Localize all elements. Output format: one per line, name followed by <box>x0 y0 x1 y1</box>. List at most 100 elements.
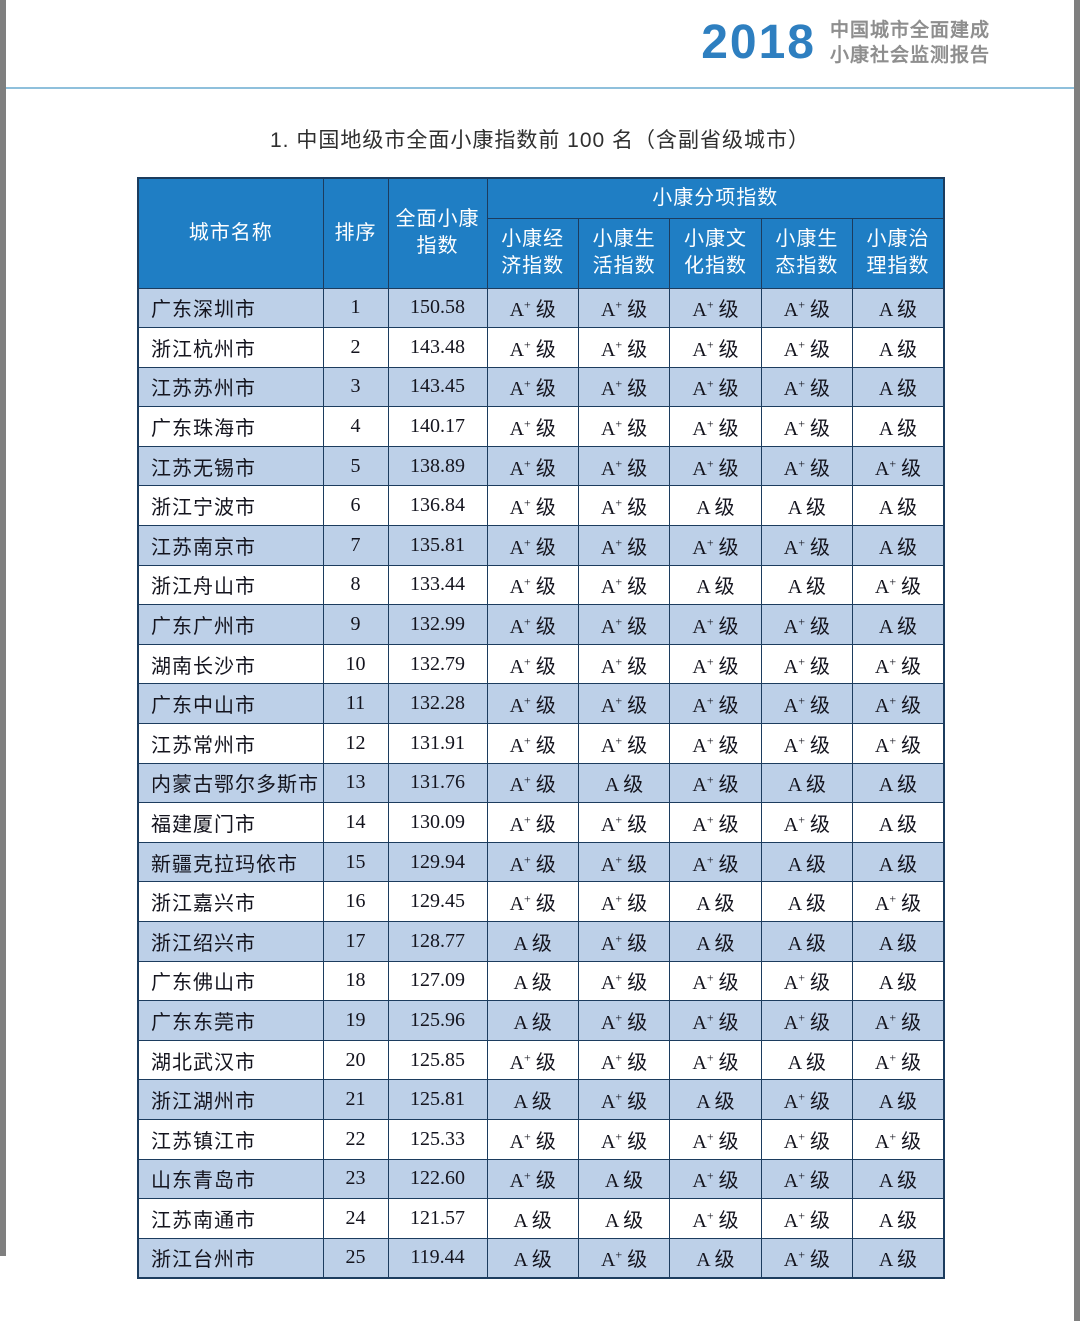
grade-cell: A 级 <box>669 921 762 962</box>
grade-cell: A+ 级 <box>577 723 671 764</box>
grade-cell: A 级 <box>852 327 945 368</box>
index-cell: 119.44 <box>387 1237 488 1279</box>
grade-cell: A+ 级 <box>577 327 671 368</box>
city-cell: 浙江杭州市 <box>137 327 324 368</box>
city-cell: 内蒙古鄂尔多斯市 <box>137 762 324 804</box>
index-cell: 143.45 <box>387 366 488 408</box>
city-cell: 浙江绍兴市 <box>137 921 324 962</box>
grade-cell: A+ 级 <box>852 445 945 487</box>
index-cell: 125.81 <box>387 1079 488 1120</box>
grade-cell: A+ 级 <box>669 1198 762 1239</box>
city-cell: 浙江舟山市 <box>137 564 324 606</box>
header-sub-index-group: 小康分项指数 <box>486 177 945 219</box>
grade-cell: A 级 <box>577 1198 671 1239</box>
grade-cell: A 级 <box>852 406 945 447</box>
city-cell: 广东广州市 <box>137 604 324 645</box>
city-cell: 江苏南京市 <box>137 525 324 566</box>
header-life-index: 小康生 活指数 <box>577 217 671 289</box>
rank-cell: 13 <box>322 762 389 804</box>
grade-cell: A+ 级 <box>577 683 671 725</box>
grade-cell: A+ 级 <box>486 327 579 368</box>
city-cell: 广东珠海市 <box>137 406 324 447</box>
grade-cell: A 级 <box>852 485 945 527</box>
city-cell: 广东中山市 <box>137 683 324 725</box>
rank-cell: 22 <box>322 1118 389 1160</box>
header-culture-index: 小康文 化指数 <box>669 217 762 289</box>
grade-cell: A+ 级 <box>486 564 579 606</box>
city-cell: 江苏苏州市 <box>137 366 324 408</box>
grade-cell: A 级 <box>852 1198 945 1239</box>
grade-cell: A+ 级 <box>486 1158 579 1200</box>
city-cell: 新疆克拉玛依市 <box>137 841 324 883</box>
rank-cell: 9 <box>322 604 389 645</box>
grade-cell: A+ 级 <box>760 683 854 725</box>
index-cell: 128.77 <box>387 921 488 962</box>
grade-cell: A+ 级 <box>486 445 579 487</box>
grade-cell: A+ 级 <box>577 921 671 962</box>
grade-cell: A+ 级 <box>577 643 671 685</box>
header-overall-index-line1: 全面小康 <box>395 208 480 231</box>
header-sub-row: 小康经 济指数 小康生 活指数 小康文 化指数 小康生 态指数 小康治 理指数 <box>138 217 945 289</box>
grade-cell: A+ 级 <box>760 723 854 764</box>
index-cell: 132.28 <box>387 683 488 725</box>
grade-cell: A+ 级 <box>852 1000 945 1041</box>
grade-cell: A+ 级 <box>669 287 762 329</box>
city-cell: 广东东莞市 <box>137 1000 324 1041</box>
rank-cell: 2 <box>322 327 389 368</box>
grade-cell: A+ 级 <box>577 406 671 447</box>
grade-cell: A+ 级 <box>760 960 854 1002</box>
grade-cell: A+ 级 <box>760 1198 854 1239</box>
rank-cell: 7 <box>322 525 389 566</box>
grade-cell: A+ 级 <box>760 1158 854 1200</box>
index-cell: 136.84 <box>387 485 488 527</box>
header-city: 城市名称 <box>137 177 324 289</box>
grade-cell: A+ 级 <box>577 604 671 645</box>
rank-cell: 1 <box>322 287 389 329</box>
table-header: 城市名称 排序 全面小康 指数 小康分项指数 小康经 济指数 小康生 活指数 小… <box>137 177 945 289</box>
grade-cell: A+ 级 <box>852 1039 945 1081</box>
grade-cell: A+ 级 <box>577 564 671 606</box>
grade-cell: A+ 级 <box>486 802 579 843</box>
grade-cell: A 级 <box>486 1079 579 1120</box>
rank-cell: 10 <box>322 643 389 685</box>
rank-cell: 24 <box>322 1198 389 1239</box>
index-cell: 143.48 <box>387 327 488 368</box>
grade-cell: A 级 <box>852 921 945 962</box>
table-row: 湖南长沙市 10 132.79 A+ 级 A+ 级 A+ 级 A+ 级 A+ 级 <box>137 643 945 685</box>
grade-cell: A+ 级 <box>577 287 671 329</box>
index-cell: 125.96 <box>387 1000 488 1041</box>
table-row: 江苏镇江市 22 125.33 A+ 级 A+ 级 A+ 级 A+ 级 A+ 级 <box>137 1118 945 1160</box>
city-cell: 广东深圳市 <box>137 287 324 329</box>
grade-cell: A+ 级 <box>852 723 945 764</box>
grade-cell: A+ 级 <box>577 1039 671 1081</box>
grade-cell: A+ 级 <box>669 327 762 368</box>
grade-cell: A+ 级 <box>852 1118 945 1160</box>
rank-cell: 15 <box>322 841 389 883</box>
grade-cell: A+ 级 <box>669 841 762 883</box>
city-cell: 湖南长沙市 <box>137 643 324 685</box>
grade-cell: A+ 级 <box>486 287 579 329</box>
grade-cell: A 级 <box>852 762 945 804</box>
table-row: 江苏无锡市 5 138.89 A+ 级 A+ 级 A+ 级 A+ 级 A+ 级 <box>137 445 945 487</box>
grade-cell: A+ 级 <box>669 1000 762 1041</box>
grade-cell: A 级 <box>760 564 854 606</box>
grade-cell: A+ 级 <box>486 525 579 566</box>
rank-cell: 8 <box>322 564 389 606</box>
page-right-edge <box>1074 0 1080 1321</box>
city-cell: 福建厦门市 <box>137 802 324 843</box>
rank-cell: 14 <box>322 802 389 843</box>
city-cell: 江苏南通市 <box>137 1198 324 1239</box>
city-cell: 广东佛山市 <box>137 960 324 1002</box>
grade-cell: A+ 级 <box>577 366 671 408</box>
grade-cell: A 级 <box>852 960 945 1002</box>
city-cell: 江苏无锡市 <box>137 445 324 487</box>
grade-cell: A+ 级 <box>760 525 854 566</box>
city-cell: 浙江湖州市 <box>137 1079 324 1120</box>
